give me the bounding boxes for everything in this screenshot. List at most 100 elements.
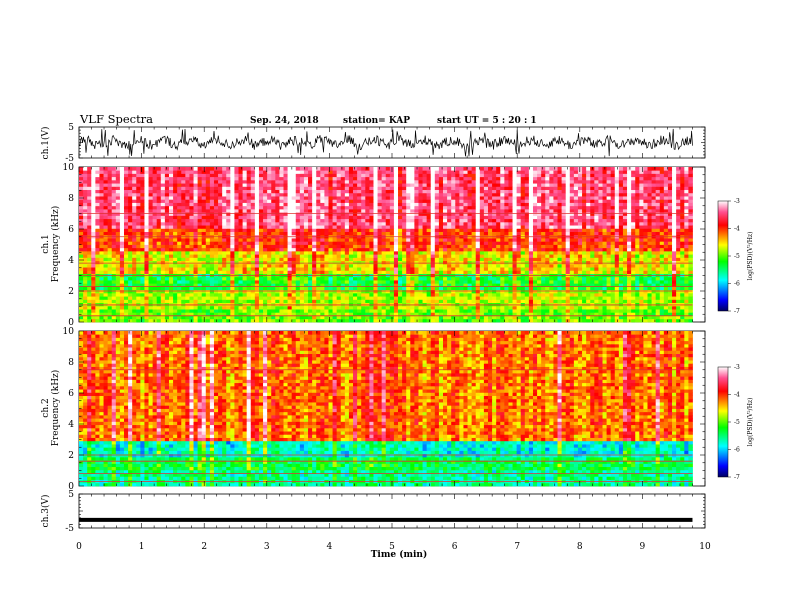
spectrogram-cell bbox=[622, 263, 628, 268]
spectrogram-cell bbox=[463, 247, 468, 252]
spectrogram-cell bbox=[590, 263, 595, 268]
spectrogram-cell bbox=[577, 244, 583, 249]
spectrogram-cell bbox=[222, 238, 227, 242]
spectrogram-cell bbox=[614, 221, 620, 226]
spectrogram-cell bbox=[119, 318, 125, 323]
spectrogram-cell bbox=[181, 263, 186, 268]
spectrogram-cell bbox=[111, 238, 117, 242]
spectrogram-cell bbox=[483, 270, 489, 274]
spectrogram-cell bbox=[123, 312, 129, 316]
spectrogram-cell bbox=[569, 267, 575, 271]
spectrogram-cell bbox=[504, 296, 509, 300]
spectrogram-cell bbox=[140, 318, 145, 323]
spectrogram-cell bbox=[651, 315, 657, 320]
spectrogram-cell bbox=[218, 221, 223, 226]
spectrogram-cell bbox=[328, 225, 333, 229]
spectrogram-cell bbox=[83, 215, 88, 220]
spectrogram-cell bbox=[479, 254, 485, 258]
spectrogram-cell bbox=[508, 283, 513, 287]
spectrogram-cell bbox=[99, 250, 104, 255]
spectrogram-cell bbox=[680, 286, 685, 291]
spectrogram-cell bbox=[267, 270, 272, 274]
spectrogram-cell bbox=[676, 247, 681, 252]
spectrogram-cell bbox=[295, 315, 301, 320]
spectrogram-cell bbox=[140, 212, 145, 216]
spectrogram-cell bbox=[414, 280, 419, 284]
spectrogram-cell bbox=[320, 305, 325, 310]
spectrogram-cell bbox=[496, 286, 501, 291]
spectrogram-cell bbox=[177, 292, 182, 297]
spectrogram-cell bbox=[676, 315, 681, 320]
spectrogram-cell bbox=[463, 215, 468, 220]
spectrogram-cell bbox=[590, 231, 595, 236]
spectrogram-cell bbox=[647, 244, 652, 249]
spectrogram-cell bbox=[348, 286, 354, 291]
spectrogram-cell bbox=[385, 312, 391, 316]
spectrogram-cell bbox=[528, 225, 534, 229]
spectrogram-cell bbox=[132, 254, 137, 258]
spectrogram-cell bbox=[316, 318, 321, 323]
spectrogram-cell bbox=[103, 254, 109, 258]
spectrogram-cell bbox=[430, 302, 436, 307]
spectrogram-cell bbox=[627, 286, 632, 291]
spectrogram-cell bbox=[189, 238, 194, 242]
spectrogram-cell bbox=[385, 267, 391, 271]
spectrogram-cell bbox=[148, 260, 154, 265]
spectrogram-cell bbox=[492, 225, 497, 229]
spectrogram-cell bbox=[467, 312, 473, 316]
spectrogram-cell bbox=[365, 257, 370, 262]
spectrogram-cell bbox=[422, 257, 428, 262]
spectrogram-cell bbox=[672, 280, 677, 284]
spectrogram-cell bbox=[643, 276, 648, 281]
spectrogram-cell bbox=[483, 260, 489, 265]
spectrogram-cell bbox=[504, 244, 509, 249]
spectrogram-cell bbox=[557, 247, 562, 252]
spectrogram-cell bbox=[565, 241, 571, 245]
spectrogram-cell bbox=[602, 238, 607, 242]
spectrogram-cell bbox=[320, 231, 325, 236]
spectrogram-cell bbox=[283, 270, 288, 274]
spectrogram-cell bbox=[234, 292, 239, 297]
spectrogram-cell bbox=[295, 241, 301, 245]
spectrogram-cell bbox=[222, 286, 227, 291]
spectrogram-cell bbox=[590, 312, 595, 316]
spectrogram-cell bbox=[455, 231, 460, 236]
spectrogram-cell bbox=[455, 286, 460, 291]
spectrogram-cell bbox=[557, 263, 562, 268]
spectrogram-cell bbox=[320, 315, 325, 320]
spectrogram-cell bbox=[336, 267, 342, 271]
spectrogram-cell bbox=[160, 276, 166, 281]
spectrogram-cell bbox=[590, 289, 595, 294]
spectrogram-cell bbox=[541, 238, 546, 242]
spectrogram-cell bbox=[148, 312, 154, 316]
spectrogram-cell bbox=[393, 263, 399, 268]
spectrogram-cell bbox=[467, 299, 473, 304]
spectrogram-cell bbox=[295, 305, 301, 310]
spectrogram-cell bbox=[197, 215, 203, 220]
spectrogram-cell bbox=[659, 218, 665, 223]
spectrogram-cell bbox=[667, 315, 673, 320]
spectrogram-cell bbox=[79, 257, 84, 262]
spectrogram-cell bbox=[87, 241, 92, 245]
spectrogram-cell bbox=[373, 309, 378, 313]
spectrogram-cell bbox=[369, 247, 374, 252]
spectrogram-cell bbox=[647, 280, 652, 284]
spectrogram-cell bbox=[459, 260, 464, 265]
spectrogram-cell bbox=[402, 244, 407, 249]
spectrogram-cell bbox=[308, 250, 313, 255]
spectrogram-cell bbox=[230, 315, 235, 320]
spectrogram-cell bbox=[651, 286, 657, 291]
spectrogram-cell bbox=[663, 215, 669, 220]
spectrogram-cell bbox=[164, 276, 170, 281]
spectrogram-cell bbox=[348, 257, 354, 262]
spectrogram-cell bbox=[471, 254, 477, 258]
spectrogram-cell bbox=[320, 221, 325, 226]
spectrogram-cell bbox=[516, 241, 522, 245]
spectrogram-cell bbox=[389, 276, 395, 281]
spectrogram-cell bbox=[426, 289, 432, 294]
spectrogram-cell bbox=[385, 289, 391, 294]
spectrogram-cell bbox=[631, 228, 636, 232]
spectrogram-cell bbox=[344, 225, 350, 229]
spectrogram-cell bbox=[643, 315, 648, 320]
spectrogram-cell bbox=[258, 231, 264, 236]
